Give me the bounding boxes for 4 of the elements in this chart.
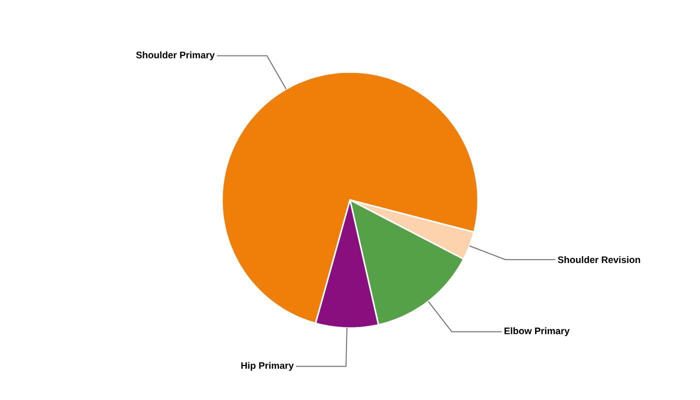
slice-label: Elbow Primary [504,327,570,336]
slice-label: Hip Primary [241,362,294,371]
slice-label: Shoulder Revision [558,256,640,264]
slice-label: Shoulder Primary [136,51,215,60]
